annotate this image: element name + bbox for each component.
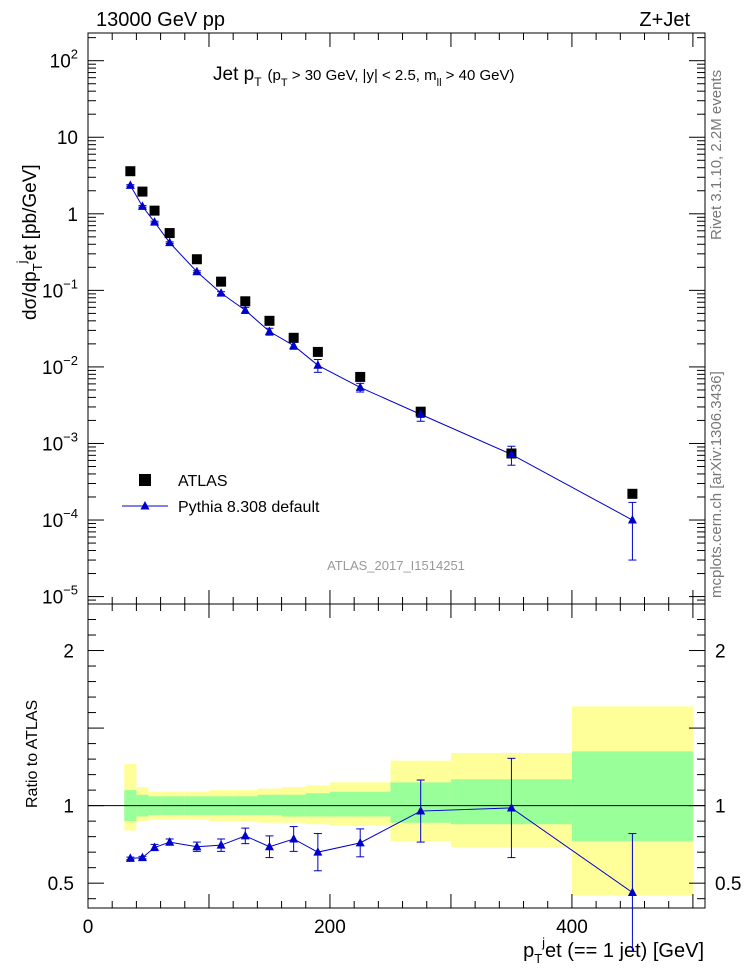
ratio-pythia-point	[627, 887, 637, 896]
atlas-point	[125, 166, 136, 177]
ratio-pythia-point	[313, 847, 323, 856]
pythia-point	[264, 326, 274, 336]
main-frame	[87, 32, 706, 605]
ratio-xtick-label-1: 200	[314, 917, 346, 938]
pythia-point	[125, 180, 135, 189]
pythia-point	[416, 409, 426, 418]
pythia-point	[355, 382, 365, 391]
pythia-point	[289, 340, 299, 350]
atlas-point	[191, 254, 202, 265]
title-cut2: > 40 GeV)	[442, 67, 515, 84]
legend: ATLAS Pythia 8.308 default	[122, 473, 320, 516]
main-ylabel: dσ/dpTjet [pb/GeV]	[14, 164, 45, 320]
pythia-point	[240, 305, 250, 314]
rivet-version-label: Rivet 3.1.10, 2.2M events	[708, 70, 725, 240]
legend-atlas-marker	[139, 474, 151, 486]
title-main-sub: T	[254, 75, 262, 89]
ratio-pythia-point	[240, 830, 250, 840]
ratio-xtick-label-0: 0	[83, 917, 94, 938]
main-ytick-label-7: 102	[50, 47, 78, 73]
ratio-pythia-point	[216, 840, 226, 849]
pythia-point	[313, 360, 323, 369]
ratio-ytick-label-right-1: 1	[715, 797, 726, 818]
main-ytick-label-2: 10−3	[42, 429, 78, 455]
ratio-pythia-point	[192, 841, 202, 851]
atlas-point	[627, 488, 638, 499]
main-ytick-label-5: 1	[67, 205, 78, 226]
pythia-point	[192, 266, 202, 276]
atlas-point	[216, 276, 227, 287]
pythia-point	[137, 201, 147, 210]
ratio-ytick-label-right-0: 0.5	[715, 874, 741, 895]
main-ytick-label-1: 10−4	[42, 506, 78, 532]
title-paren: (p	[268, 67, 281, 84]
atlas-point	[288, 332, 299, 343]
ratio-pythia-point	[416, 806, 426, 815]
band-green-10	[329, 791, 391, 817]
band-green-9	[305, 793, 330, 817]
main-ytick-label-0: 10−5	[42, 583, 78, 609]
main-ytick-label-4: 10−1	[42, 276, 78, 302]
mcplots-label: mcplots.cern.ch [arXiv:1306.3436]	[708, 371, 725, 598]
ratio-pythia-point	[137, 852, 147, 862]
analysis-watermark: ATLAS_2017_I1514251	[327, 558, 465, 573]
xlabel-a: p	[523, 940, 534, 962]
legend-atlas-label: ATLAS	[178, 473, 228, 490]
ylabel-sup: j	[14, 260, 29, 264]
ylabel-b: et [pb/GeV]	[20, 164, 41, 260]
pythia-point	[627, 515, 637, 524]
ratio-ytick-label-left-1: 1	[63, 797, 74, 818]
atlas-point	[164, 228, 175, 239]
title-cut1: > 30 GeV, |y| < 2.5, m	[288, 67, 437, 84]
pythia-point	[165, 237, 175, 247]
band-green-13	[571, 751, 693, 842]
ratio-pythia-point	[125, 853, 135, 862]
ylabel-sub: T	[30, 263, 45, 271]
pythia-line	[129, 185, 633, 521]
ratio-pythia-point	[165, 837, 175, 846]
atlas-point	[312, 346, 323, 357]
ratio-pythia-point	[289, 833, 299, 843]
atlas-point	[149, 205, 160, 216]
ratio-ylabel: Ratio to ATLAS	[24, 700, 41, 808]
atlas-point	[264, 315, 275, 326]
ratio-xtick-label-2: 400	[556, 917, 588, 938]
ratio-pythia-point	[355, 837, 365, 847]
title-main: Jet p	[213, 64, 254, 85]
xlabel-sub: T	[534, 951, 542, 966]
ratio-pythia-point	[150, 842, 160, 852]
xlabel-sup: j	[541, 935, 545, 950]
pythia-point	[506, 449, 516, 458]
ratio-frame	[87, 603, 706, 909]
ratio-ytick-label-left-2: 2	[63, 642, 74, 663]
header-right-label: Z+Jet	[639, 9, 690, 31]
xlabel-b: et (== 1 jet) [GeV]	[545, 940, 704, 962]
main-panel: 10−5 10−4 10−3 10−2 10−1 1 10 102	[42, 32, 706, 609]
title-paren-sub1: T	[281, 77, 288, 89]
main-plot-title: Jet pT (pT > 30 GeV, |y| < 2.5, mll > 40 …	[213, 64, 514, 89]
ratio-ytick-label-right-2: 2	[715, 642, 726, 663]
main-ytick-label-3: 10−2	[42, 353, 78, 379]
ratio-panel: 0 200 400 0.5 0.5 1 1 2 2	[48, 603, 741, 952]
ratio-pythia-point	[506, 802, 516, 812]
ratio-ytick-label-left-0: 0.5	[48, 874, 74, 895]
ratio-pythia-point	[264, 841, 274, 851]
atlas-point	[355, 371, 366, 382]
ylabel-a: dσ/dp	[20, 271, 41, 320]
pythia-point	[216, 288, 226, 297]
atlas-point	[137, 186, 148, 197]
legend-pythia-marker	[140, 501, 150, 510]
pythia-point	[150, 217, 160, 226]
main-ytick-label-6: 10	[57, 128, 78, 149]
xlabel: pTjet (== 1 jet) [GeV]	[523, 935, 704, 966]
header-left-label: 13000 GeV pp	[96, 9, 225, 31]
legend-pythia-label: Pythia 8.308 default	[178, 499, 320, 516]
title-paren-sub2: ll	[437, 77, 442, 89]
atlas-point	[240, 296, 251, 307]
band-green-7	[257, 794, 282, 815]
ratio-pythia-line	[130, 807, 633, 893]
